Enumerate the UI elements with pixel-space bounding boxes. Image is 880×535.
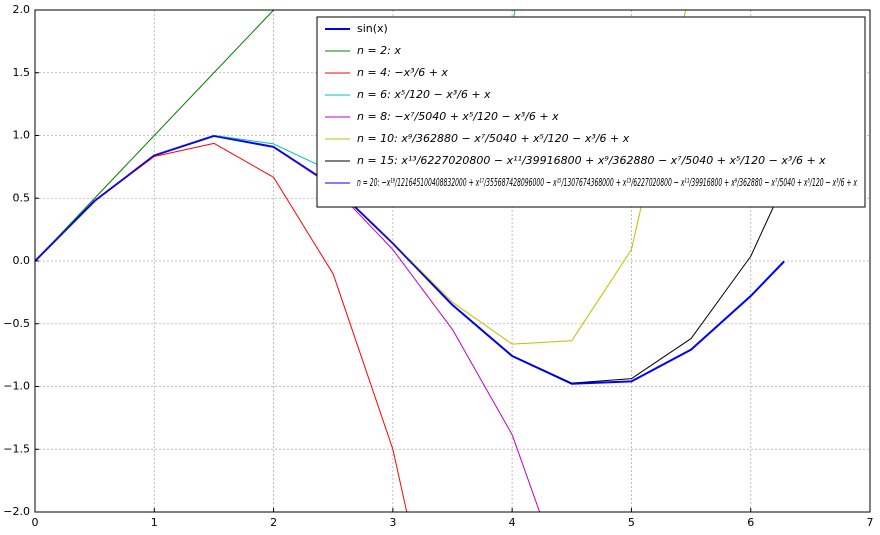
legend-label: n = 2: x (357, 44, 401, 57)
x-tick-label: 5 (628, 516, 635, 529)
legend-label: n = 8: −x⁷/5040 + x⁵/120 − x³/6 + x (357, 110, 559, 123)
y-tick-label: 2.0 (13, 3, 31, 16)
legend-label: n = 20: −x¹⁹/121645100408832000 + x¹⁷/35… (357, 176, 857, 189)
y-tick-label: −0.5 (3, 317, 30, 330)
x-tick-label: 0 (32, 516, 39, 529)
legend: sin(x) n = 2: x n = 4: −x³/6 + x n = 6: x⁵/… (316, 16, 866, 208)
legend-box (316, 16, 866, 208)
series-line (35, 142, 408, 512)
series-line (35, 135, 785, 385)
legend-label: n = 4: −x³/6 + x (357, 66, 448, 79)
x-tick-label: 4 (509, 516, 516, 529)
legend-label: sin(x) (357, 22, 388, 35)
y-tick-label: −1.0 (3, 380, 30, 393)
x-tick-label: 2 (270, 516, 277, 529)
x-tick-label: 6 (747, 516, 754, 529)
legend-label: n = 10: x⁹/362880 − x⁷/5040 + x⁵/120 − x… (357, 132, 630, 145)
y-tick-label: −1.5 (3, 442, 30, 455)
y-tick-label: −2.0 (3, 505, 30, 518)
x-tick-label: 3 (389, 516, 396, 529)
y-tick-label: 0.0 (13, 254, 31, 267)
y-tick-label: 1.5 (13, 66, 31, 79)
ticks: 0 1 2 3 4 5 6 7 −2.0 −1.5 −1.0 −0.5 0.0 0.5 1.0 1.5 2.0 (3, 3, 873, 529)
y-tick-label: 0.5 (13, 191, 31, 204)
x-tick-label: 7 (867, 516, 874, 529)
y-tick-label: 1.0 (13, 129, 31, 142)
series-line (35, 10, 275, 262)
x-tick-label: 1 (151, 516, 158, 529)
legend-label: n = 6: x⁵/120 − x³/6 + x (357, 88, 491, 101)
legend-label: n = 15: x¹³/6227020800 − x¹¹/39916800 + … (357, 154, 826, 167)
